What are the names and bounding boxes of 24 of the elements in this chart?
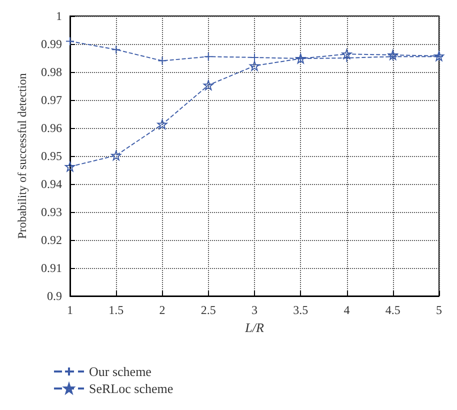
x-tick-label: 2.5: [200, 303, 216, 317]
y-axis-title: Probability of successful detection: [15, 73, 29, 239]
y-tick-label: 0.98: [41, 65, 62, 79]
y-tick-label: 0.94: [41, 177, 62, 191]
y-tick-label: 0.96: [41, 121, 62, 135]
y-tick-label: 0.9: [47, 289, 62, 303]
x-tick-label: 1.5: [108, 303, 124, 317]
x-tick-label: 3: [252, 303, 258, 317]
y-tick-label: 0.91: [41, 261, 62, 275]
y-tick-label: 0.95: [41, 149, 62, 163]
x-tick-label: 4.5: [385, 303, 400, 317]
y-tick-label: 0.99: [41, 37, 62, 51]
y-tick-label: 1: [56, 9, 62, 23]
x-tick-label: 3.5: [293, 303, 308, 317]
y-tick-label: 0.93: [41, 205, 62, 219]
y-tick-label: 0.92: [41, 233, 62, 247]
x-tick-label: 2: [159, 303, 166, 317]
x-tick-label: 5: [436, 303, 442, 317]
x-axis-title: L/R: [244, 320, 264, 335]
legend-label: SeRLoc scheme: [89, 381, 174, 396]
y-tick-label: 0.97: [41, 93, 62, 107]
x-tick-label: 4: [344, 303, 350, 317]
x-tick-label: 1: [67, 303, 73, 317]
legend-label: Our scheme: [89, 364, 152, 379]
